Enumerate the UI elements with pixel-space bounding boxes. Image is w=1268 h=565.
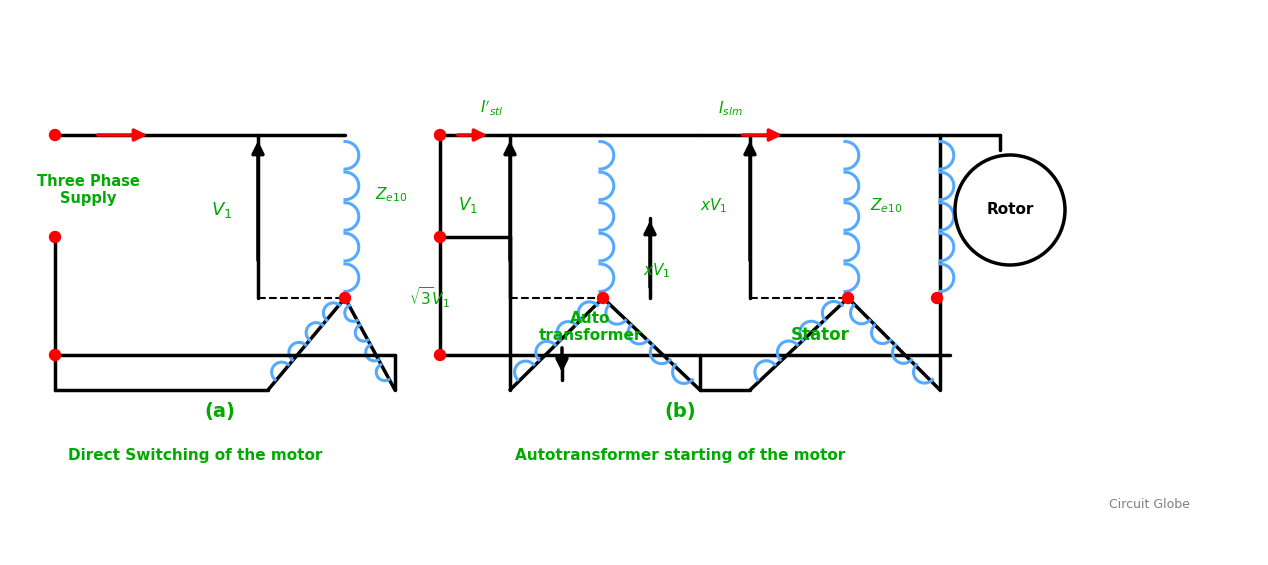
Text: $V_1$: $V_1$ xyxy=(458,195,478,215)
Circle shape xyxy=(435,232,445,242)
Circle shape xyxy=(932,293,942,303)
Text: (a): (a) xyxy=(204,402,236,421)
Circle shape xyxy=(49,232,61,242)
Text: $x V_1$: $x V_1$ xyxy=(643,261,671,280)
Text: $\sqrt{3}V_1$: $\sqrt{3}V_1$ xyxy=(410,285,450,310)
Circle shape xyxy=(597,293,609,303)
Text: $Z_{e10}$: $Z_{e10}$ xyxy=(375,186,407,205)
Text: Autotransformer starting of the motor: Autotransformer starting of the motor xyxy=(515,448,846,463)
Circle shape xyxy=(842,293,853,303)
Text: Rotor: Rotor xyxy=(987,202,1033,218)
Text: Circuit Globe: Circuit Globe xyxy=(1110,498,1189,511)
Text: Auto
transformer: Auto transformer xyxy=(539,311,642,343)
Text: $I_{slm}$: $I_{slm}$ xyxy=(718,99,742,118)
Text: $x V_1$: $x V_1$ xyxy=(700,196,728,215)
Circle shape xyxy=(49,129,61,141)
Text: $V_1$: $V_1$ xyxy=(212,200,232,220)
Circle shape xyxy=(340,293,350,303)
Circle shape xyxy=(435,129,445,141)
Text: $Z_{e10}$: $Z_{e10}$ xyxy=(870,196,903,215)
Text: (b): (b) xyxy=(664,402,696,421)
Text: Stator: Stator xyxy=(790,326,850,344)
Text: Three Phase
Supply: Three Phase Supply xyxy=(37,174,139,206)
Circle shape xyxy=(435,350,445,360)
Text: Direct Switching of the motor: Direct Switching of the motor xyxy=(67,448,322,463)
Circle shape xyxy=(49,350,61,360)
Text: $I'_{stl}$: $I'_{stl}$ xyxy=(481,98,503,118)
